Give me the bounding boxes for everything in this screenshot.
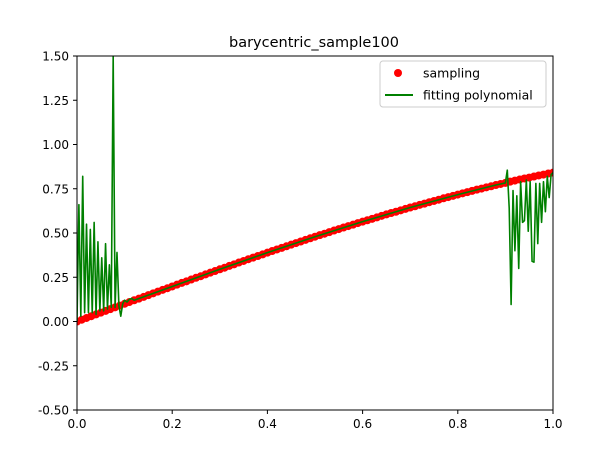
legend-box	[379, 60, 547, 108]
y-tick-label: -0.50	[38, 404, 69, 418]
y-tick-label: 0.00	[42, 315, 69, 329]
axis-ticks: 0.0 0.2 0.4 0.6 0.8 1.0 -0.50 -0.25 0.00 0.25 0.50…	[38, 50, 563, 432]
y-tick-label: 0.75	[42, 182, 69, 196]
y-tick-label: 1.00	[42, 138, 69, 152]
legend-marker-sampling	[394, 69, 402, 77]
legend: sampling fitting polynomial	[379, 60, 547, 108]
y-tick-label: 1.50	[42, 50, 69, 64]
plot-area	[76, 55, 554, 411]
y-tick-label: 0.50	[42, 227, 69, 241]
y-tick-label: 0.25	[42, 271, 69, 285]
x-tick-label: 1.0	[543, 417, 562, 431]
series-fitting-polynomial	[77, 56, 553, 322]
y-tick-label: -0.25	[38, 359, 69, 373]
fitting-polynomial-line	[77, 56, 553, 322]
chart-title: barycentric_sample100	[229, 35, 399, 51]
x-tick-label: 0.8	[448, 417, 467, 431]
x-tick-label: 0.6	[353, 417, 372, 431]
x-tick-label: 0.2	[163, 417, 182, 431]
x-tick-label: 0.4	[258, 417, 277, 431]
legend-label-sampling: sampling	[423, 66, 480, 81]
x-tick-label: 0.0	[67, 417, 86, 431]
legend-label-fitting-polynomial: fitting polynomial	[423, 88, 533, 103]
y-tick-label: 1.25	[42, 94, 69, 108]
